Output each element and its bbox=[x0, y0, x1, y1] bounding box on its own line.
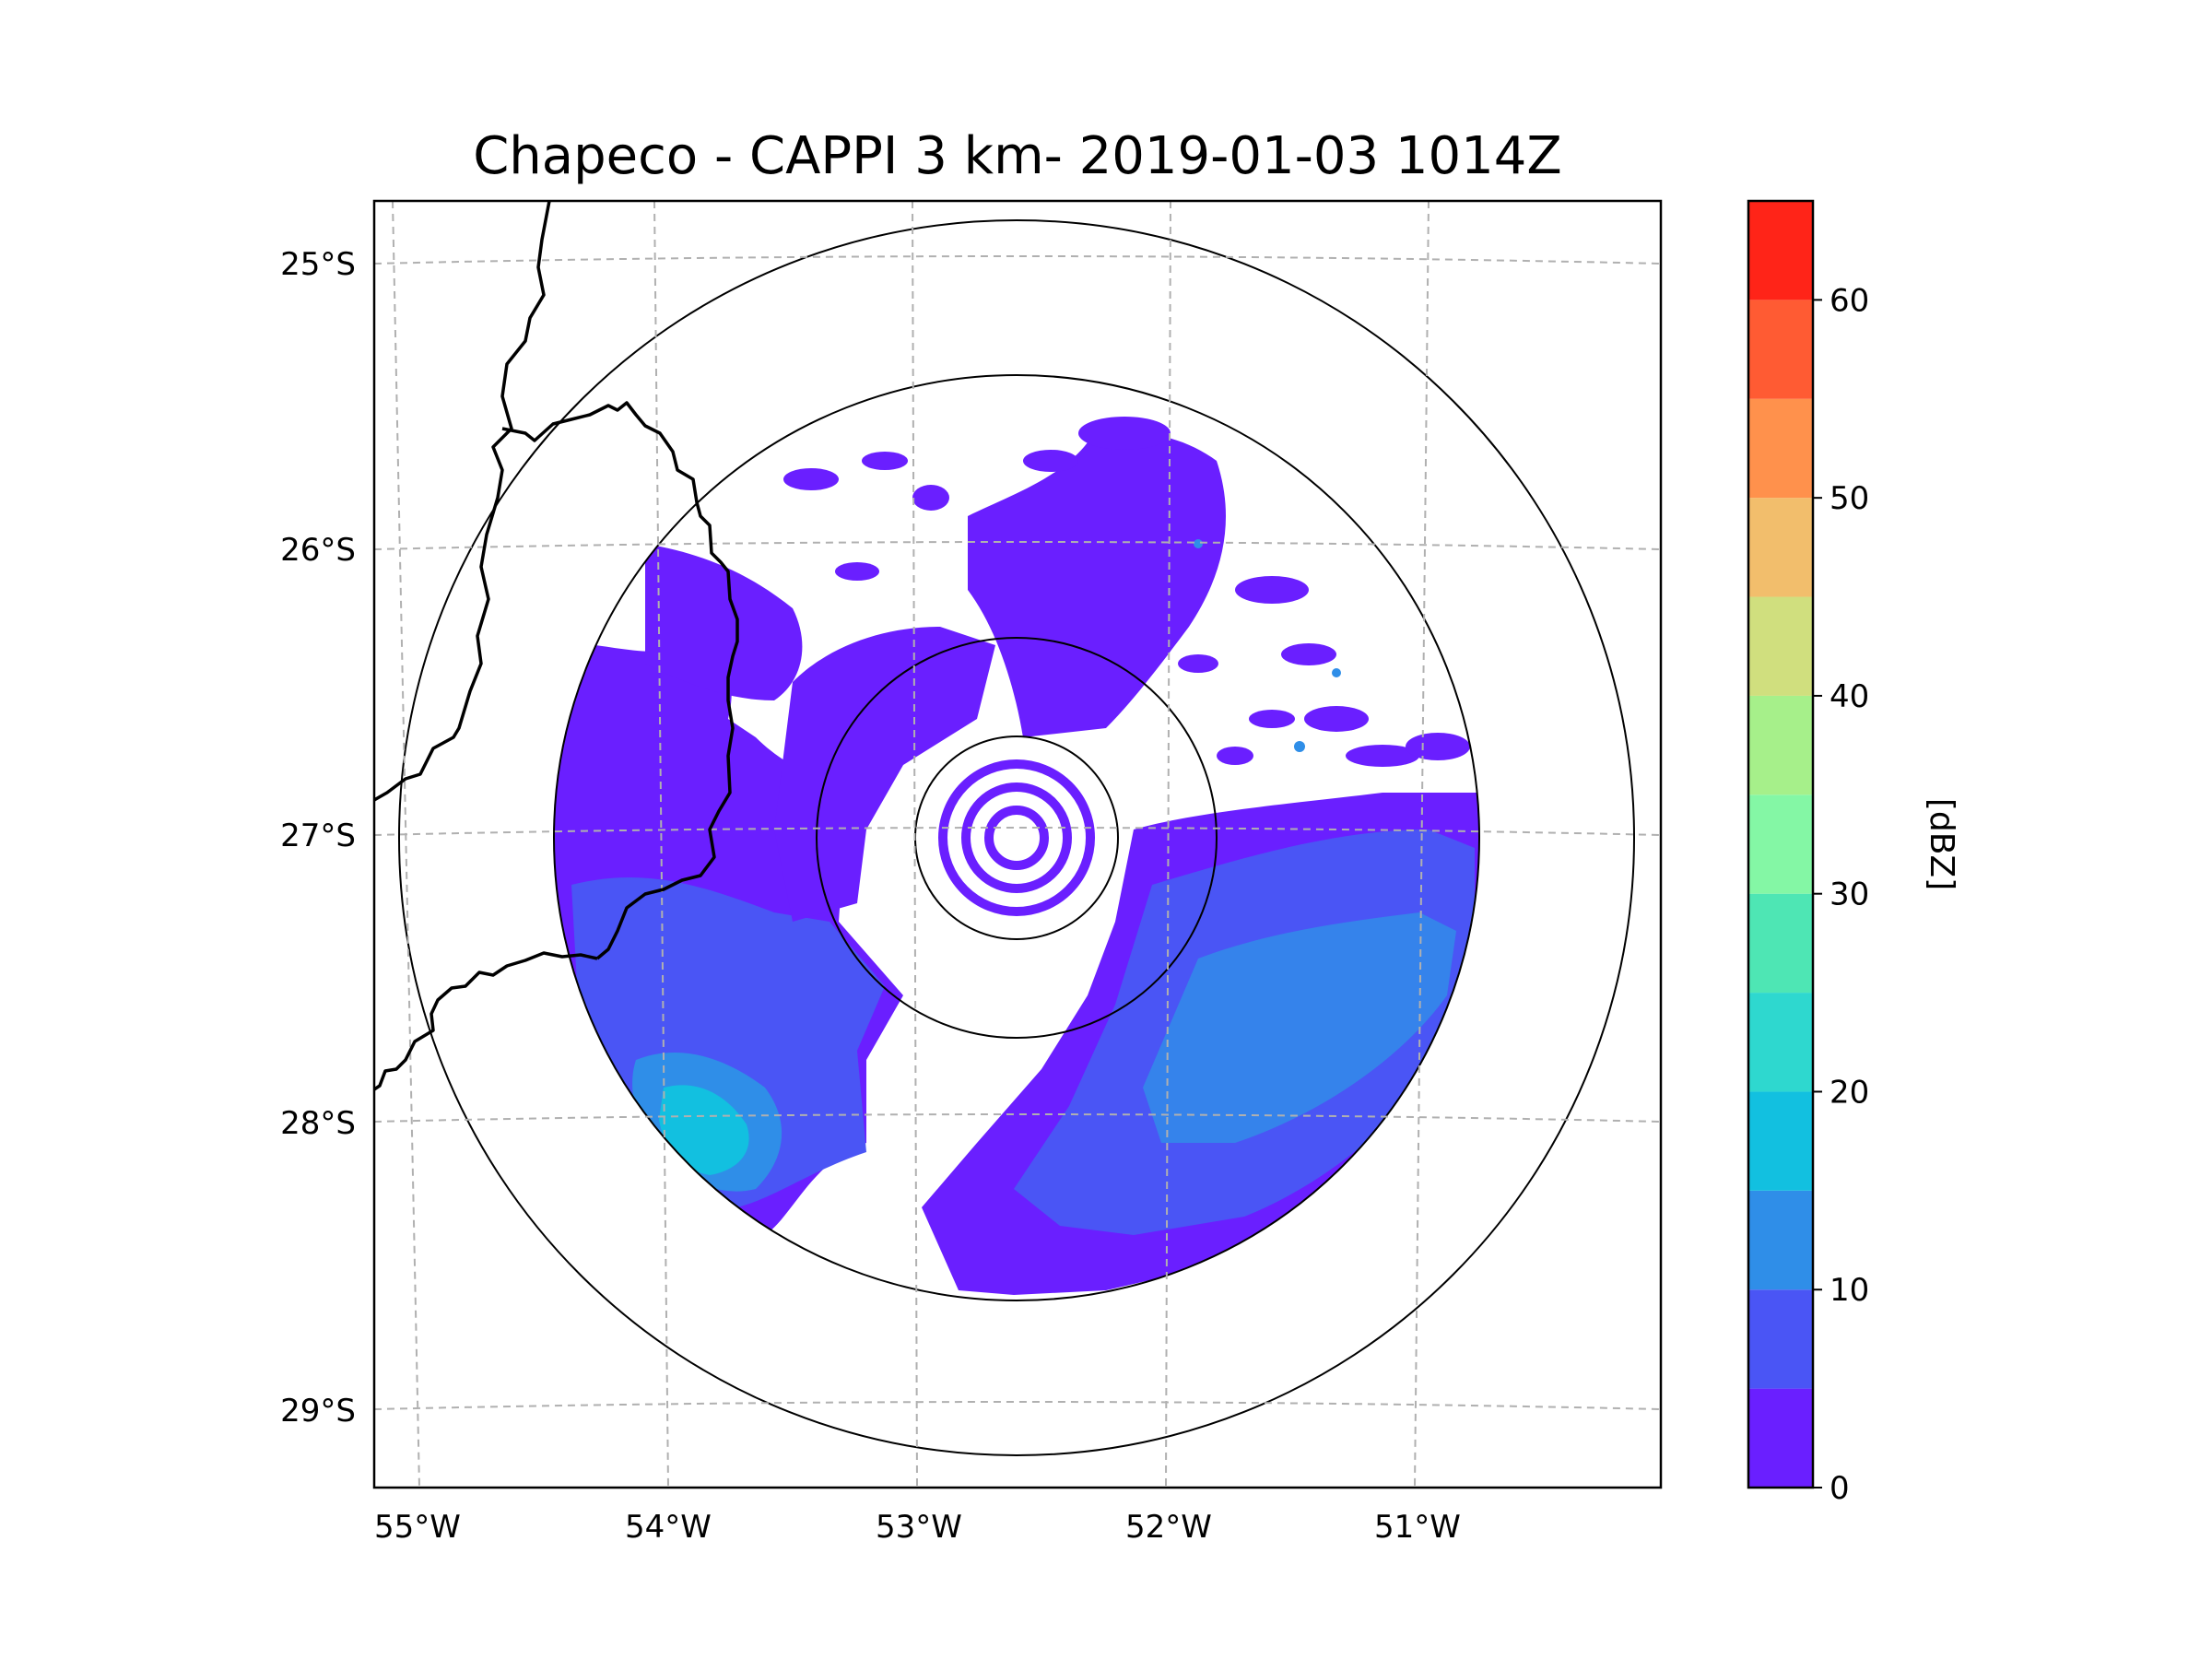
map-axes: 25°S 26°S 27°S 28°S 29°S 55°W 54°W 53°W … bbox=[280, 199, 1663, 1546]
colorbar-segment bbox=[1748, 596, 1813, 696]
colorbar-tick-label: 60 bbox=[1830, 282, 1869, 319]
colorbar-tick-label: 0 bbox=[1830, 1470, 1850, 1507]
echo-north-band bbox=[968, 432, 1226, 737]
colorbar-ticks: 0 10 20 30 40 50 60 bbox=[1813, 282, 1869, 1507]
gridline-lon-55 bbox=[392, 201, 420, 1488]
border-argentina-paraguay bbox=[374, 201, 551, 802]
colorbar-segment bbox=[1748, 695, 1813, 795]
gridline-lon-51 bbox=[1414, 201, 1430, 1488]
colorbar-segments bbox=[1748, 201, 1813, 1488]
lat-label-26: 26°S bbox=[280, 532, 356, 569]
map-content bbox=[374, 201, 1661, 1488]
colorbar-segment bbox=[1748, 794, 1813, 894]
range-ring-150km bbox=[553, 374, 1480, 1301]
chart-title: Chapeco - CAPPI 3 km- 2019-01-03 1014Z bbox=[473, 126, 1562, 186]
colorbar-tick-label: 30 bbox=[1830, 877, 1869, 913]
gridline-lon-52 bbox=[1165, 201, 1171, 1488]
range-ring-100km bbox=[816, 637, 1218, 1039]
colorbar-tick-label: 20 bbox=[1830, 1074, 1869, 1111]
political-borders bbox=[374, 201, 739, 1091]
lat-tick-labels: 25°S 26°S 27°S 28°S 29°S bbox=[280, 246, 356, 1430]
colorbar-segment bbox=[1748, 498, 1813, 597]
echo-southwest-20dbz bbox=[659, 1085, 749, 1175]
lon-label-51: 51°W bbox=[1374, 1509, 1461, 1546]
center-clutter-rings bbox=[938, 759, 1095, 916]
graticule bbox=[374, 201, 1661, 1488]
radar-echoes bbox=[554, 417, 1479, 1295]
echo-east-10dbz bbox=[1143, 912, 1456, 1143]
colorbar: 0 10 20 30 40 50 60 [dBZ] bbox=[1747, 199, 1960, 1507]
gridline-lon-54 bbox=[653, 201, 669, 1488]
colorbar-tick-label: 50 bbox=[1830, 480, 1869, 517]
colorbar-segment bbox=[1748, 1091, 1813, 1191]
colorbar-label: [dBZ] bbox=[1923, 798, 1960, 890]
scattered-cells-10dbz bbox=[1194, 539, 1341, 752]
echo-inner-ring bbox=[774, 627, 995, 922]
lon-label-55: 55°W bbox=[374, 1509, 461, 1546]
colorbar-tick-label: 40 bbox=[1830, 678, 1869, 715]
range-ring-250km bbox=[398, 219, 1635, 1456]
colorbar-segment bbox=[1748, 1289, 1813, 1389]
lon-label-52: 52°W bbox=[1125, 1509, 1212, 1546]
colorbar-segment bbox=[1748, 893, 1813, 994]
lon-label-54: 54°W bbox=[625, 1509, 712, 1546]
lon-label-53: 53°W bbox=[876, 1509, 962, 1546]
colorbar-tick-label: 10 bbox=[1830, 1272, 1869, 1309]
colorbar-segment bbox=[1748, 398, 1813, 499]
colorbar-frame bbox=[1747, 199, 1815, 1489]
colorbar-segment bbox=[1748, 1388, 1813, 1488]
colorbar-segment bbox=[1748, 300, 1813, 399]
gridline-lon-53 bbox=[912, 201, 918, 1488]
map-border bbox=[372, 199, 1663, 1489]
lon-tick-labels: 55°W 54°W 53°W 52°W 51°W bbox=[374, 1509, 1461, 1546]
border-argentina-brazil-north bbox=[501, 401, 739, 960]
colorbar-segment bbox=[1748, 1190, 1813, 1290]
lat-label-25: 25°S bbox=[280, 246, 356, 283]
colorbar-segment bbox=[1748, 201, 1813, 300]
lat-label-29: 29°S bbox=[280, 1393, 356, 1430]
echo-northwest-band bbox=[645, 544, 803, 700]
colorbar-segment bbox=[1748, 993, 1813, 1092]
border-argentina-brazil-south bbox=[374, 951, 598, 1091]
lat-label-27: 27°S bbox=[280, 818, 356, 854]
scattered-cells bbox=[783, 417, 1470, 767]
lat-label-28: 28°S bbox=[280, 1105, 356, 1142]
